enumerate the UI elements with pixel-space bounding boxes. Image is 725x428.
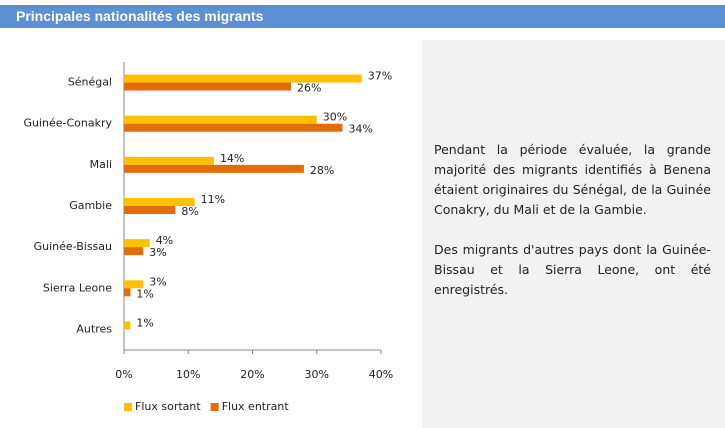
value-label: 1% bbox=[136, 287, 153, 300]
value-label: 34% bbox=[348, 123, 372, 136]
x-tick-label: 20% bbox=[240, 368, 264, 381]
value-label: 3% bbox=[149, 275, 166, 288]
legend-swatch bbox=[210, 403, 219, 411]
legend-label: Flux sortant bbox=[135, 400, 201, 413]
chart: 0% 10% 20% 30% 40% Sénégal 37% 26% Guinée-Conakr… bbox=[23, 62, 393, 413]
y-tick-label: Autres bbox=[76, 322, 112, 335]
x-tick-label: 30% bbox=[305, 368, 329, 381]
paragraph: Pendant la période évaluée, la grande ma… bbox=[434, 142, 711, 217]
paragraph: Des migrants d'autres pays dont la Guiné… bbox=[434, 242, 711, 297]
bar bbox=[124, 239, 150, 248]
bar bbox=[124, 82, 292, 91]
bar bbox=[124, 115, 317, 124]
x-tick-label: 40% bbox=[369, 368, 393, 381]
bar bbox=[124, 206, 176, 214]
y-tick-label: Guinée-Conakry bbox=[23, 117, 112, 130]
bar bbox=[124, 156, 214, 165]
bar bbox=[124, 74, 362, 83]
legend-swatch bbox=[124, 403, 132, 411]
x-tick-label: 0% bbox=[115, 368, 132, 381]
bar bbox=[124, 288, 131, 297]
y-tick-label: Mali bbox=[90, 158, 112, 171]
legend-label: Flux entrant bbox=[222, 400, 290, 413]
value-label: 37% bbox=[368, 70, 392, 83]
bar bbox=[124, 321, 131, 330]
bar bbox=[124, 198, 195, 206]
y-tick-label: Gambie bbox=[69, 199, 112, 212]
value-label: 3% bbox=[149, 246, 166, 259]
y-tick-label: Sénégal bbox=[68, 76, 112, 89]
bar bbox=[124, 123, 343, 132]
bar bbox=[124, 164, 304, 173]
value-label: 14% bbox=[220, 152, 244, 165]
value-label: 4% bbox=[156, 234, 173, 247]
value-label: 28% bbox=[310, 164, 334, 177]
y-tick-label: Guinée-Bissau bbox=[34, 240, 112, 253]
bar bbox=[124, 280, 144, 289]
value-label: 11% bbox=[201, 193, 225, 206]
value-label: 8% bbox=[181, 205, 198, 218]
value-label: 30% bbox=[323, 111, 347, 124]
value-label: 1% bbox=[136, 316, 153, 329]
y-tick-label: Sierra Leone bbox=[43, 281, 112, 294]
bar bbox=[124, 247, 144, 256]
x-tick-label: 10% bbox=[176, 368, 200, 381]
text-panel: Pendant la période évaluée, la grande ma… bbox=[422, 40, 725, 428]
header: Principales nationalités des migrants bbox=[0, 5, 725, 28]
value-label: 26% bbox=[297, 82, 321, 95]
